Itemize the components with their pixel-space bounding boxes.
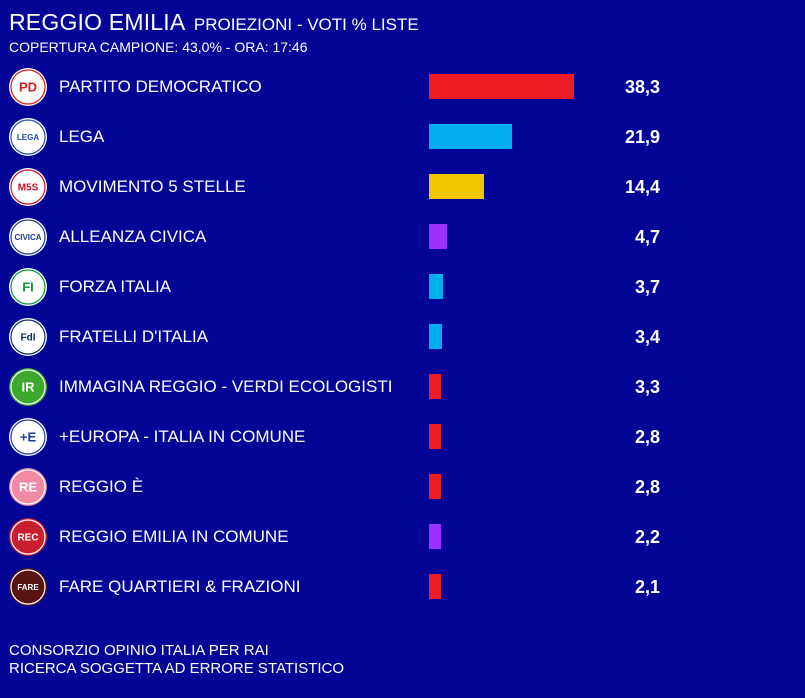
percentage-label: 2,8 [634, 477, 660, 497]
chart-row: REC REGGIO EMILIA IN COMUNE 2,2 [0, 512, 805, 562]
percentage-label: 2,2 [634, 527, 660, 547]
footer-source: CONSORZIO OPINIO ITALIA PER RAI [9, 642, 269, 659]
percentage-label: 21,9 [624, 127, 660, 147]
party-name: MOVIMENTO 5 STELLE [59, 177, 246, 196]
party-name: REGGIO È [59, 477, 144, 496]
percentage-label: 38,3 [624, 77, 660, 97]
svg-text:FARE: FARE [17, 583, 39, 592]
results-chart: PD PARTITO DEMOCRATICO 38,3 LEGA LEGA 21,9 M5S… [0, 62, 805, 612]
footer-disclaimer: RICERCA SOGGETTA AD ERRORE STATISTICO [9, 660, 345, 677]
bar [429, 524, 441, 549]
chart-row: LEGA LEGA 21,9 [0, 112, 805, 162]
party-name: IMMAGINA REGGIO - VERDI ECOLOGISTI [59, 377, 393, 396]
chart-row: FdI FRATELLI D'ITALIA 3,4 [0, 312, 805, 362]
svg-text:FI: FI [22, 280, 34, 295]
city-title: REGGIO EMILIA [9, 9, 186, 35]
percentage-label: 14,4 [624, 177, 660, 197]
reggio-emilia-in-comune-logo-icon: REC [9, 518, 47, 556]
percentage-label: 2,1 [634, 577, 660, 597]
svg-text:+E: +E [20, 430, 37, 445]
fratelli-italia-logo-icon: FdI [9, 318, 47, 356]
party-name: ALLEANZA CIVICA [59, 227, 207, 246]
svg-text:PD: PD [19, 80, 37, 95]
percentage-label: 4,7 [634, 227, 660, 247]
percentage-label: 3,7 [634, 277, 660, 297]
party-name: REGGIO EMILIA IN COMUNE [59, 527, 289, 546]
chart-row: FI FORZA ITALIA 3,7 [0, 262, 805, 312]
bar [429, 274, 443, 299]
bar [429, 374, 441, 399]
svg-text:M5S: M5S [18, 183, 39, 194]
chart-row: M5S MOVIMENTO 5 STELLE 14,4 [0, 162, 805, 212]
immagina-reggio-logo-icon: IR [9, 368, 47, 406]
party-name: +EUROPA - ITALIA IN COMUNE [59, 427, 306, 446]
footer: CONSORZIO OPINIO ITALIA PER RAI RICERCA … [9, 642, 344, 678]
bar [429, 174, 484, 199]
header: REGGIO EMILIA PROIEZIONI - VOTI % LISTE … [9, 9, 419, 55]
bar [429, 574, 441, 599]
piu-europa-logo-icon: +E [9, 418, 47, 456]
chart-row: PD PARTITO DEMOCRATICO 38,3 [0, 62, 805, 112]
bar [429, 324, 442, 349]
party-name: FRATELLI D'ITALIA [59, 327, 209, 346]
percentage-label: 2,8 [634, 427, 660, 447]
party-name: PARTITO DEMOCRATICO [59, 77, 262, 96]
bar [429, 424, 441, 449]
fare-quartieri-logo-icon: FARE [9, 568, 47, 606]
chart-row: +E +EUROPA - ITALIA IN COMUNE 2,8 [0, 412, 805, 462]
chart-row: FARE FARE QUARTIERI & FRAZIONI 2,1 [0, 562, 805, 612]
svg-text:REC: REC [17, 533, 38, 544]
bar [429, 224, 447, 249]
coverage-text: COPERTURA CAMPIONE: 43,0% - ORA: 17:46 [9, 39, 308, 55]
m5s-logo-icon: M5S [9, 168, 47, 206]
bar [429, 74, 574, 99]
chart-row: CIVICA ALLEANZA CIVICA 4,7 [0, 212, 805, 262]
chart-subtitle: PROIEZIONI - VOTI % LISTE [193, 15, 419, 34]
bar [429, 124, 512, 149]
svg-text:RE: RE [19, 480, 37, 495]
party-name: LEGA [59, 127, 105, 146]
svg-text:LEGA: LEGA [17, 133, 39, 142]
pd-logo-icon: PD [9, 68, 47, 106]
chart-row: IR IMMAGINA REGGIO - VERDI ECOLOGISTI 3,3 [0, 362, 805, 412]
lega-logo-icon: LEGA [9, 118, 47, 156]
percentage-label: 3,3 [634, 377, 660, 397]
alleanza-civica-logo-icon: CIVICA [9, 218, 47, 256]
svg-text:CIVICA: CIVICA [14, 233, 41, 242]
bar [429, 474, 441, 499]
svg-text:FdI: FdI [21, 333, 36, 344]
party-name: FARE QUARTIERI & FRAZIONI [59, 577, 301, 596]
chart-row: RE REGGIO È 2,8 [0, 462, 805, 512]
forza-italia-logo-icon: FI [9, 268, 47, 306]
reggio-e-logo-icon: RE [9, 468, 47, 506]
svg-text:IR: IR [22, 380, 36, 395]
title-line: REGGIO EMILIA PROIEZIONI - VOTI % LISTE [9, 9, 419, 39]
party-name: FORZA ITALIA [59, 277, 172, 296]
percentage-label: 3,4 [634, 327, 660, 347]
